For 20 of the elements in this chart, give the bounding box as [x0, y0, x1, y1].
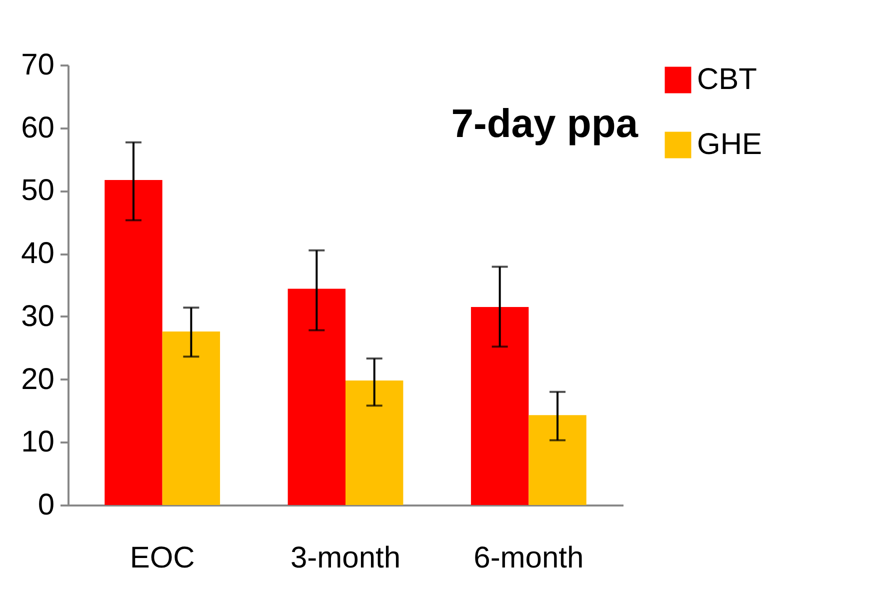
x-tick-label: EOC: [130, 542, 195, 574]
y-tick-label: 30: [21, 300, 54, 333]
y-tick-label: 60: [21, 111, 54, 144]
y-tick-label: 50: [21, 174, 54, 208]
x-tick-label: 3-month: [290, 542, 401, 574]
text: 7-day ppa: [451, 102, 639, 146]
bar: [470, 307, 529, 505]
y-tick-label: 70: [21, 48, 54, 82]
bar: [162, 332, 220, 505]
y-tick-label: 10: [21, 426, 54, 459]
legend-label: GHE: [697, 128, 762, 161]
bar: [528, 415, 586, 505]
x-tick-label: 6-month: [474, 542, 584, 574]
y-tick-label: 40: [21, 237, 54, 270]
bar: [346, 380, 404, 505]
legend-label: CBT: [697, 63, 757, 96]
bar: [288, 288, 346, 505]
y-tick-label: 20: [21, 362, 54, 396]
bar: [104, 180, 162, 505]
y-tick-label: 0: [38, 488, 54, 522]
